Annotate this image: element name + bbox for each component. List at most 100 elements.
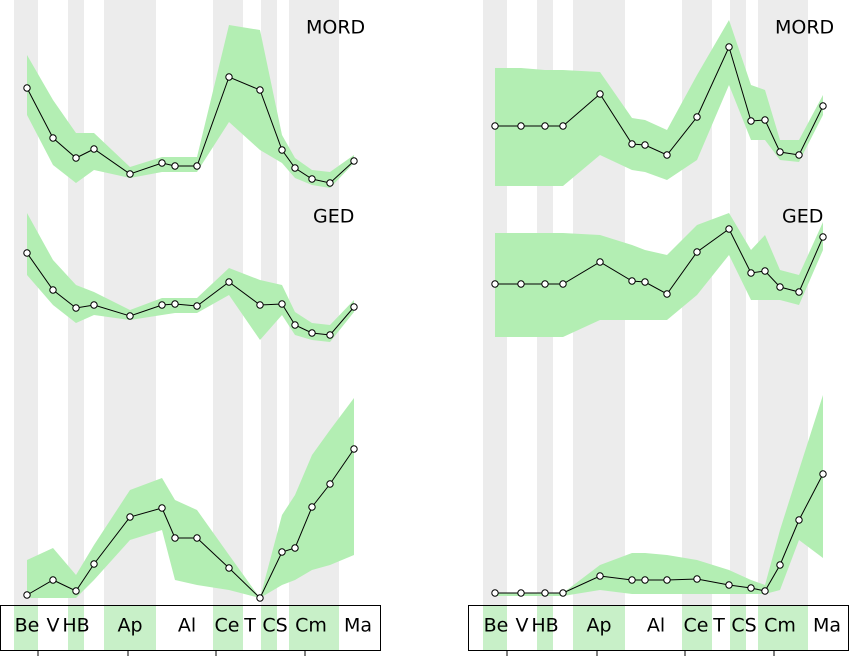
point — [193, 302, 201, 310]
category-label: Ma — [344, 615, 372, 637]
point — [225, 278, 233, 286]
point — [72, 304, 80, 312]
stripe — [14, 605, 38, 650]
point — [278, 300, 286, 308]
category-label: Ma — [813, 615, 841, 637]
point — [126, 312, 134, 320]
point — [541, 589, 549, 597]
point — [559, 280, 567, 288]
panel: MORD GED Be V HB Ap Al Ce T CS Cm Ma — [468, 0, 849, 656]
category-label: T — [712, 615, 725, 637]
point — [158, 159, 166, 167]
point — [126, 170, 134, 178]
series-label: MORD — [306, 17, 365, 39]
point — [308, 175, 316, 183]
band — [495, 213, 823, 337]
point — [693, 113, 701, 121]
point — [291, 164, 299, 172]
point — [541, 280, 549, 288]
series-label: GED — [313, 206, 354, 228]
stripe — [68, 605, 84, 650]
category-box — [468, 605, 849, 651]
category-label: CS — [731, 615, 756, 637]
point — [663, 290, 671, 298]
point — [596, 258, 604, 266]
point — [761, 267, 769, 275]
point — [49, 286, 57, 294]
point — [171, 534, 179, 542]
point — [278, 548, 286, 556]
point — [193, 162, 201, 170]
point — [326, 179, 334, 187]
point — [291, 544, 299, 552]
category-label: Al — [647, 615, 665, 637]
point — [559, 122, 567, 130]
point — [541, 122, 549, 130]
category-label: V — [516, 615, 529, 637]
category-label: CS — [262, 615, 287, 637]
point — [90, 301, 98, 309]
point — [491, 589, 499, 597]
point — [517, 122, 525, 130]
stripe — [730, 605, 746, 650]
point — [776, 561, 784, 569]
stripe — [758, 605, 808, 650]
series-label: MORD — [775, 17, 834, 39]
point — [628, 576, 636, 584]
point — [747, 584, 755, 592]
point — [747, 269, 755, 277]
point — [23, 249, 31, 257]
category-label: Be — [484, 615, 509, 637]
point — [776, 283, 784, 291]
point — [596, 572, 604, 580]
category-label: Cm — [764, 615, 796, 637]
point — [350, 157, 358, 165]
category-label: T — [243, 615, 256, 637]
stripe — [213, 605, 243, 650]
point — [795, 516, 803, 524]
point — [23, 84, 31, 92]
point — [761, 116, 769, 124]
category-box — [0, 605, 381, 651]
point — [761, 587, 769, 595]
stripe — [730, 0, 746, 605]
point — [90, 560, 98, 568]
category-label: Ap — [586, 615, 611, 637]
stripe — [537, 605, 553, 650]
point — [628, 140, 636, 148]
point — [725, 225, 733, 233]
point — [596, 90, 604, 98]
category-label: Ap — [117, 615, 142, 637]
point — [491, 280, 499, 288]
point — [628, 277, 636, 285]
point — [291, 321, 299, 329]
category-label: Ce — [215, 615, 240, 637]
stripe — [104, 605, 156, 650]
series-label: GED — [782, 206, 823, 228]
point — [49, 134, 57, 142]
point — [72, 587, 80, 595]
point — [23, 591, 31, 599]
point — [308, 329, 316, 337]
category-label: Cm — [295, 615, 327, 637]
point — [641, 141, 649, 149]
category-label: Ce — [684, 615, 709, 637]
stripe — [261, 605, 277, 650]
stripe — [289, 605, 339, 650]
point — [326, 480, 334, 488]
point — [517, 280, 525, 288]
point — [819, 102, 827, 110]
category-label: V — [47, 615, 60, 637]
stripe — [573, 605, 625, 650]
category-label: Al — [178, 615, 196, 637]
point — [693, 575, 701, 583]
point — [819, 470, 827, 478]
point — [158, 301, 166, 309]
point — [256, 86, 264, 94]
band — [27, 398, 354, 598]
point — [819, 233, 827, 241]
band — [495, 395, 823, 596]
stripe — [682, 605, 712, 650]
point — [725, 43, 733, 51]
point — [795, 288, 803, 296]
